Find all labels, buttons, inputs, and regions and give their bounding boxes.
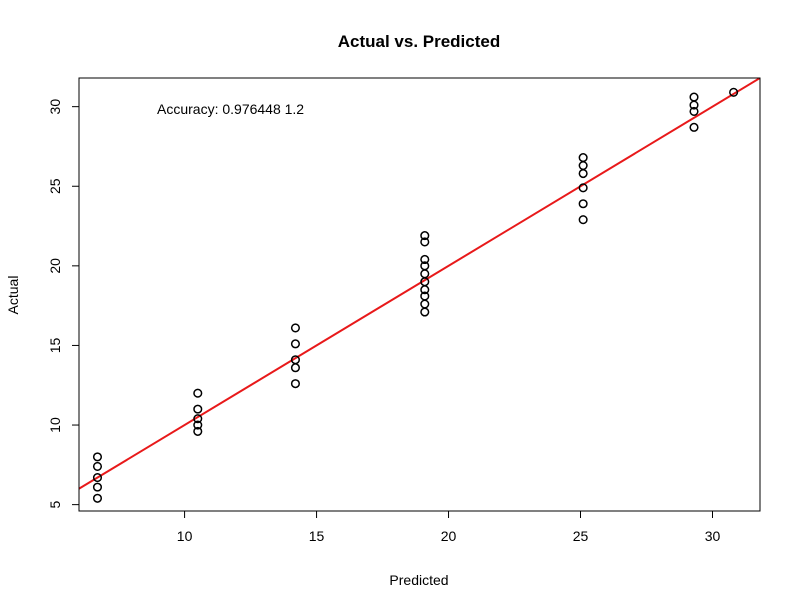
x-tick-label: 15: [309, 528, 325, 544]
data-point: [290, 339, 300, 349]
x-tick-label: 20: [441, 528, 457, 544]
fit-line-layer: [79, 78, 760, 490]
data-point: [420, 237, 430, 247]
data-point: [689, 100, 699, 110]
y-axis-label: Actual: [5, 276, 21, 315]
data-point: [92, 452, 103, 462]
data-point: [420, 285, 430, 295]
x-axis-label: Predicted: [389, 572, 448, 588]
data-point: [578, 161, 588, 171]
data-point: [420, 269, 430, 279]
x-tick-label: 10: [177, 528, 193, 544]
data-point: [193, 426, 203, 436]
y-tick-label: 20: [47, 258, 63, 274]
data-point: [578, 168, 588, 179]
y-tick-label: 25: [47, 178, 63, 194]
data-point: [689, 106, 699, 116]
data-point: [193, 414, 203, 424]
y-axis: 5 10 15 20 25 30: [47, 99, 79, 509]
data-point: [729, 87, 739, 97]
y-tick-label: 30: [47, 99, 63, 115]
plot-frame: [78, 77, 761, 512]
data-point: [92, 473, 103, 483]
data-point: [578, 199, 588, 209]
y-tick-label: 5: [47, 501, 63, 509]
data-point: [578, 215, 588, 225]
fit-line: [79, 78, 760, 490]
data-point: [92, 482, 103, 492]
data-point: [689, 92, 699, 102]
y-tick-label: 10: [47, 417, 63, 433]
points-layer: [92, 87, 739, 503]
data-point: [290, 379, 300, 389]
data-point: [420, 254, 430, 265]
y-tick-label: 15: [47, 337, 63, 353]
x-axis: 10 15 20 25 30: [177, 511, 721, 544]
data-point: [578, 183, 588, 193]
data-point: [689, 122, 699, 132]
data-point: [420, 231, 430, 241]
data-point: [92, 461, 103, 471]
data-point: [193, 404, 203, 414]
data-point: [420, 299, 430, 309]
x-tick-label: 25: [573, 528, 589, 544]
data-point: [290, 363, 300, 373]
data-point: [578, 153, 588, 163]
data-point: [193, 388, 203, 398]
x-tick-label: 30: [705, 528, 721, 544]
accuracy-annotation: Accuracy: 0.976448 1.2: [157, 101, 304, 117]
chart-title: Actual vs. Predicted: [338, 32, 501, 51]
data-point: [193, 420, 203, 430]
data-point: [420, 307, 430, 317]
data-point: [290, 323, 300, 333]
data-point: [92, 493, 103, 503]
